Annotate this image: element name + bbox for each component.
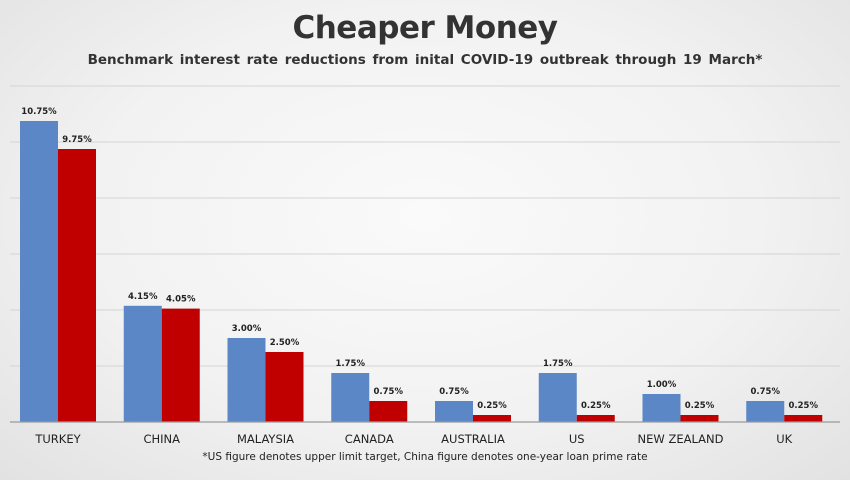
bar-turkey-2	[58, 149, 96, 422]
bar-australia-1	[435, 401, 473, 422]
category-label: US	[569, 432, 585, 446]
category-label: CHINA	[143, 432, 180, 446]
data-label: 1.75%	[336, 359, 366, 369]
bar-malaysia-2	[265, 352, 304, 422]
data-label: 4.05%	[166, 295, 196, 305]
bar-canada-2	[369, 401, 408, 422]
data-label: 0.25%	[789, 401, 819, 411]
data-label: 0.75%	[439, 387, 469, 397]
bar-malaysia-1	[227, 338, 266, 422]
chart-footnote: *US figure denotes upper limit target, C…	[202, 451, 648, 463]
category-label: MALAYSIA	[237, 432, 294, 446]
data-label: 0.25%	[685, 401, 715, 411]
data-label: 3.00%	[232, 324, 262, 334]
category-label: TURKEY	[34, 432, 81, 446]
data-label: 1.75%	[543, 359, 573, 369]
category-label: NEW ZEALAND	[638, 432, 724, 446]
data-label: 1.00%	[647, 380, 677, 390]
category-label: CANADA	[345, 432, 394, 446]
bar-uk-1	[746, 401, 785, 422]
data-label: 0.75%	[374, 387, 404, 397]
data-label: 10.75%	[21, 107, 57, 117]
data-label: 4.15%	[128, 292, 158, 302]
bar-china-1	[123, 305, 162, 422]
bar-us-1	[538, 373, 577, 422]
category-label: UK	[776, 432, 792, 446]
bar-china-2	[161, 308, 200, 422]
chart-subtitle: Benchmark interest rate reductions from …	[87, 52, 763, 68]
bar-us-2	[576, 415, 615, 422]
bar-new-zealand-2	[680, 415, 719, 422]
data-label: 0.25%	[477, 401, 507, 411]
category-label: AUSTRALIA	[441, 432, 505, 446]
data-label: 2.50%	[270, 338, 300, 348]
chart-title: Cheaper Money	[292, 10, 558, 46]
bar-uk-2	[784, 415, 823, 422]
bar-new-zealand-1	[642, 394, 681, 422]
bar-australia-2	[473, 415, 511, 422]
bar-turkey-1	[20, 121, 58, 422]
data-label: 9.75%	[62, 135, 92, 145]
data-label: 0.25%	[581, 401, 611, 411]
data-label: 0.75%	[751, 387, 781, 397]
bar-canada-1	[331, 373, 370, 422]
